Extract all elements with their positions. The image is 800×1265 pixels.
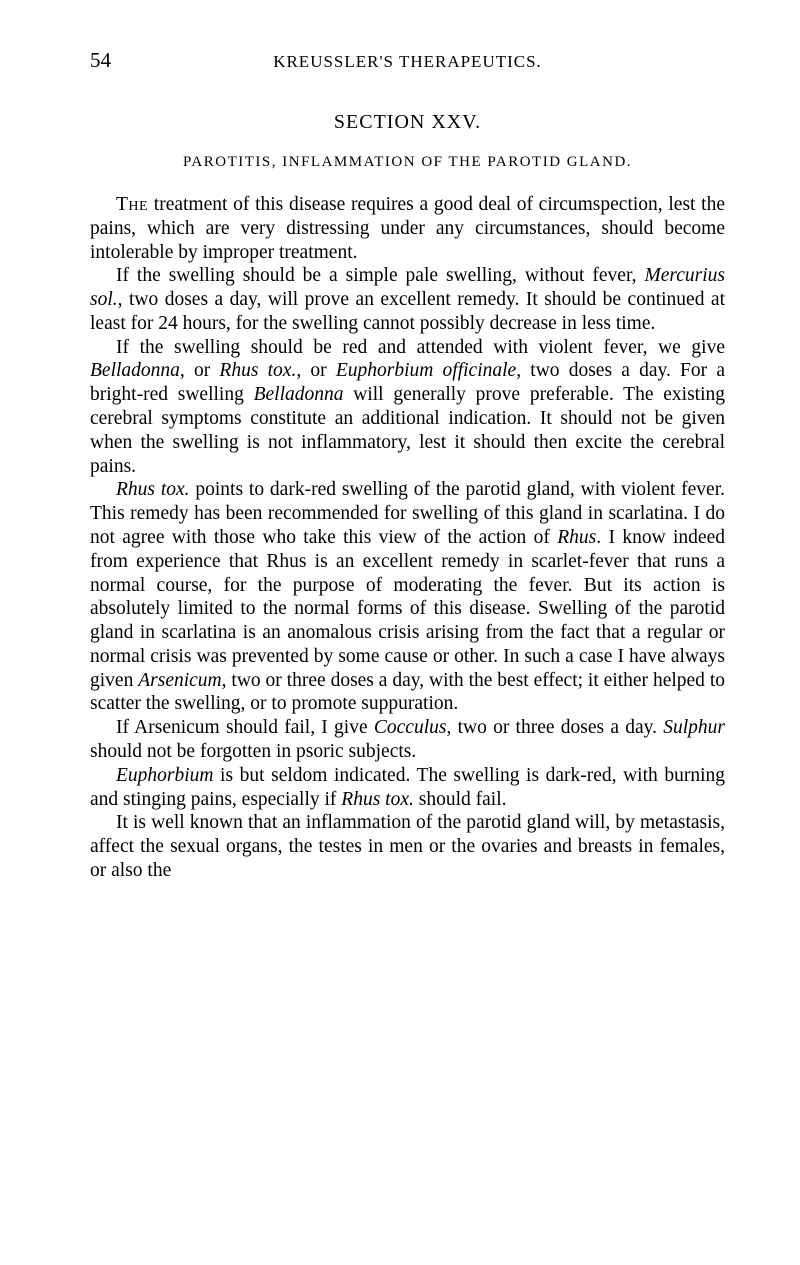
subsection-title: PAROTITIS, INFLAMMATION OF THE PAROTID G… [90,154,725,171]
paragraph-2: If the swelling should be a simple pale … [90,264,725,335]
page-header: 54 KREUSSLER'S THERAPEUTICS. [90,48,725,73]
paragraph-7: It is well known that an inflammation of… [90,811,725,882]
running-title: KREUSSLER'S THERAPEUTICS. [90,52,725,72]
paragraph-4: Rhus tox. points to dark-red swelling of… [90,478,725,716]
section-title: SECTION XXV. [90,111,725,134]
paragraph-text: treatment of this disease requires a goo… [90,194,725,263]
paragraph-3: If the swelling should be red and attend… [90,336,725,479]
page: 54 KREUSSLER'S THERAPEUTICS. SECTION XXV… [0,0,800,923]
paragraph-5: If Arsenicum should fail, I give Cocculu… [90,716,725,764]
paragraph-1: The treatment of this disease requires a… [90,193,725,264]
paragraph-lead: The [116,194,148,215]
paragraph-6: Euphorbium is but seldom indicated. The … [90,764,725,812]
